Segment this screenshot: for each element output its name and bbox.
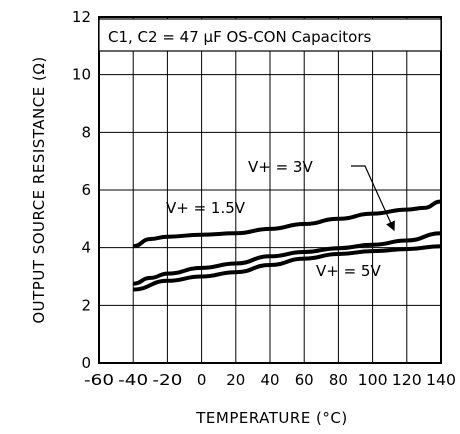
series-line-1: [133, 231, 442, 286]
series-group: [133, 199, 442, 292]
x-tick-label: 0: [197, 371, 207, 389]
annotation-3v-leader: [351, 165, 395, 232]
x-tick-label: 40: [261, 371, 280, 389]
x-axis-title: TEMPERATURE (°C): [195, 409, 348, 427]
y-tick-label: 10: [72, 66, 91, 84]
legend-box-frame: [98, 18, 442, 52]
y-axis-title: OUTPUT SOURCE RESISTANCE (Ω): [30, 56, 48, 323]
y-tick-label: 6: [81, 181, 91, 199]
plot-frame: [98, 16, 442, 364]
x-tick-label: -20: [152, 371, 182, 389]
y-tick-label: 0: [81, 354, 91, 372]
x-tick-label: 120: [392, 371, 422, 389]
y-tick-label: 2: [81, 296, 91, 314]
x-tick-label: 100: [358, 371, 388, 389]
x-tick-labels: -60 -40 -20 0 20 40 60 80 100 120 140: [84, 371, 456, 389]
x-tick-label: -60: [84, 371, 114, 389]
y-tick-label: 4: [81, 239, 91, 257]
y-tick-labels: 0 2 4 6 8 10 12: [72, 8, 91, 372]
x-tick-label: -40: [118, 371, 148, 389]
annotation-1p5v: V+ = 1.5V: [166, 199, 246, 217]
legend-box-text: C1, C2 = 47 μF OS-CON Capacitors: [108, 28, 371, 46]
series-line-0: [133, 199, 442, 249]
series-line-2: [133, 244, 442, 292]
y-tick-label: 12: [72, 8, 91, 26]
y-tick-label: 8: [81, 123, 91, 141]
x-tick-label: 20: [226, 371, 245, 389]
x-tick-label: 80: [329, 371, 348, 389]
grid: [99, 17, 441, 363]
annotation-3v: V+ = 3V: [248, 158, 313, 176]
x-tick-label: 140: [426, 371, 456, 389]
annotation-5v: V+ = 5V: [316, 262, 381, 280]
x-tick-label: 60: [295, 371, 314, 389]
